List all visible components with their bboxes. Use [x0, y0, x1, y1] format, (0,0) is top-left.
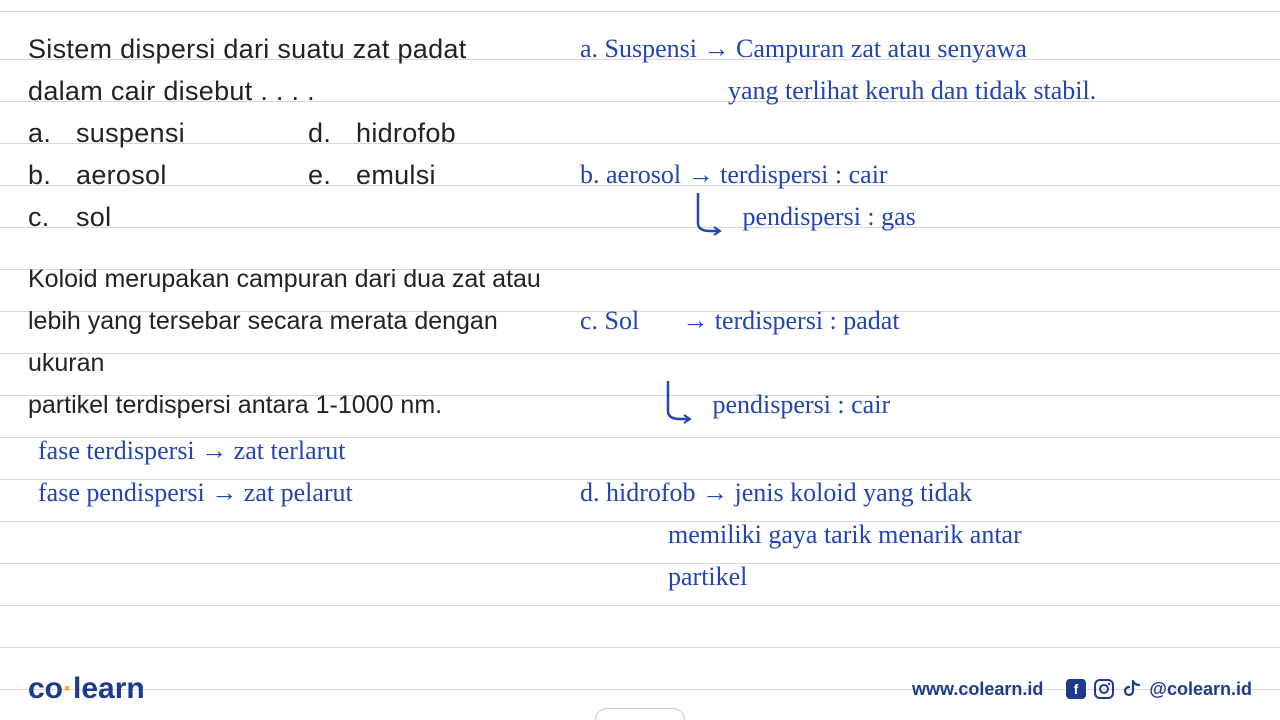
- answer-c-line1: c. Sol → terdispersi : padat: [568, 300, 1252, 384]
- option-c-letter: c.: [28, 196, 76, 238]
- answer-b-label: b. aerosol: [580, 160, 681, 189]
- option-b-text: aerosol: [76, 154, 167, 196]
- question-line-2: dalam cair disebut . . . .: [28, 70, 568, 112]
- tiktok-icon: [1121, 678, 1143, 700]
- answer-b-line2: pendispersi : gas: [568, 196, 1252, 238]
- logo-learn: learn: [73, 672, 145, 705]
- option-e: e. emulsi: [308, 154, 568, 196]
- answer-c-line2: pendispersi : cair: [568, 384, 1252, 426]
- answer-b-branch2: pendispersi : gas: [743, 202, 916, 231]
- logo: co·learn: [28, 672, 145, 706]
- answer-d-line2: memiliki gaya tarik menarik antar: [568, 514, 1252, 556]
- option-e-text: emulsi: [356, 154, 436, 196]
- answer-c-label: c. Sol: [580, 306, 639, 335]
- social-icons: f @colearn.id: [1065, 678, 1252, 700]
- answer-a-line1: a. Suspensi → Campuran zat atau senyawa: [568, 28, 1252, 70]
- footer-url: www.colearn.id: [912, 679, 1043, 700]
- definition-line2: lebih yang tersebar secara merata dengan…: [28, 300, 568, 384]
- answer-d-line1: d. hidrofob → jenis koloid yang tidak: [568, 472, 1252, 514]
- answer-a-text1: Campuran zat atau senyawa: [736, 34, 1027, 63]
- logo-co: co: [28, 672, 63, 705]
- answer-c-branch2: pendispersi : cair: [713, 390, 891, 419]
- fase-pendispersi: fase pendispersi → zat pelarut: [28, 472, 568, 514]
- branch-icon: [662, 379, 692, 425]
- logo-dot-icon: ·: [63, 672, 73, 705]
- answer-a-label: a. Suspensi →: [580, 34, 730, 63]
- answer-c-branch1: → terdispersi : padat: [682, 306, 899, 335]
- option-e-letter: e.: [308, 154, 356, 196]
- option-a-letter: a.: [28, 112, 76, 154]
- footer-handle: @colearn.id: [1149, 679, 1252, 700]
- answer-d-text1: jenis koloid yang tidak: [735, 478, 973, 507]
- answer-d-line3: partikel: [568, 556, 1252, 598]
- bottom-pill: [595, 708, 685, 720]
- answer-b-line1: b. aerosol → terdispersi : cair: [568, 154, 1252, 196]
- answer-b-branch1: → terdispersi : cair: [688, 160, 888, 189]
- option-b: b. aerosol: [28, 154, 308, 196]
- option-a-text: suspensi: [76, 112, 185, 154]
- definition-line3: partikel terdispersi antara 1-1000 nm.: [28, 384, 568, 426]
- question-line-1: Sistem dispersi dari suatu zat padat: [28, 28, 568, 70]
- option-d-text: hidrofob: [356, 112, 456, 154]
- fase-terdispersi: fase terdispersi → zat terlarut: [28, 430, 568, 472]
- svg-text:f: f: [1074, 681, 1079, 697]
- answer-a-line2: yang terlihat keruh dan tidak stabil.: [568, 70, 1252, 112]
- option-b-letter: b.: [28, 154, 76, 196]
- option-c: c. sol: [28, 196, 308, 238]
- option-c-text: sol: [76, 196, 111, 238]
- answer-d-label: d. hidrofob →: [580, 478, 728, 507]
- branch-icon: [692, 191, 722, 237]
- definition-line1: Koloid merupakan campuran dari dua zat a…: [28, 258, 568, 300]
- footer: co·learn www.colearn.id f @colearn.id: [0, 672, 1280, 706]
- facebook-icon: f: [1065, 678, 1087, 700]
- option-a: a. suspensi: [28, 112, 308, 154]
- option-d: d. hidrofob: [308, 112, 568, 154]
- instagram-icon: [1093, 678, 1115, 700]
- option-d-letter: d.: [308, 112, 356, 154]
